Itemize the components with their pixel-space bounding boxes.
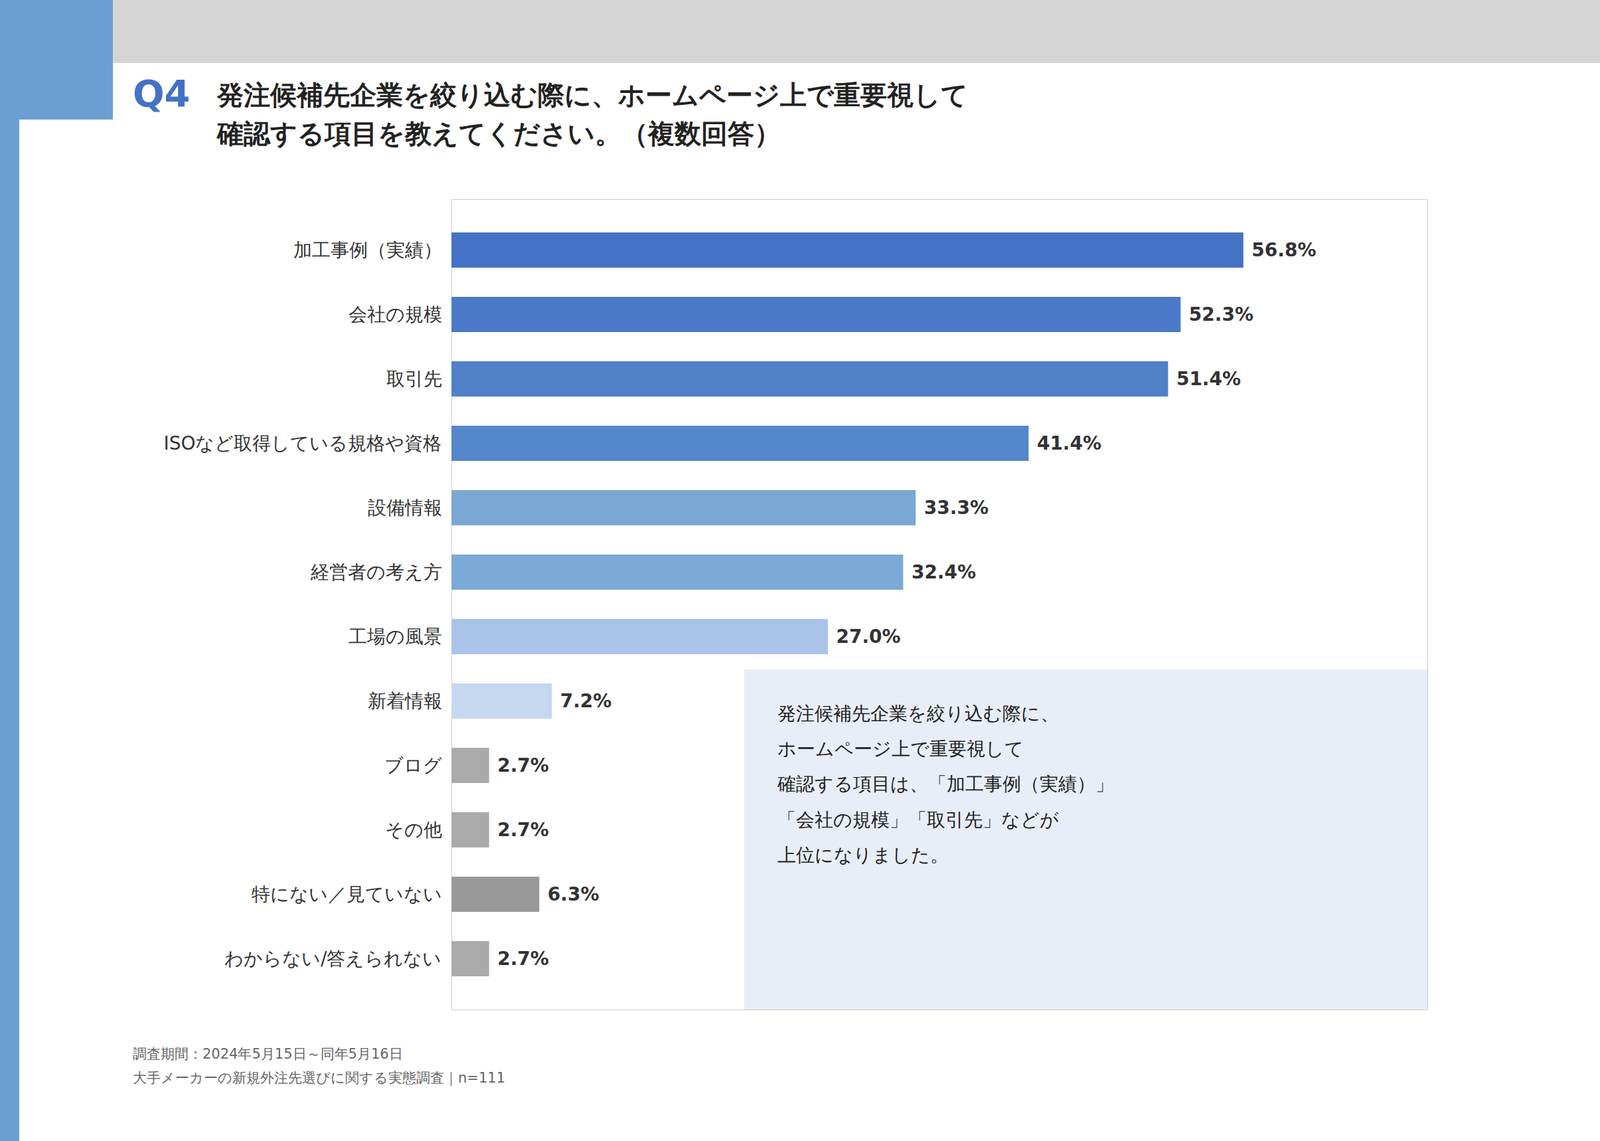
svg-text:設備情報: 設備情報 bbox=[367, 496, 443, 519]
svg-text:2.7%: 2.7% bbox=[497, 947, 550, 970]
svg-text:会社の規模: 会社の規模 bbox=[348, 303, 443, 326]
svg-text:特にない／見ていない: 特にない／見ていない bbox=[251, 882, 443, 905]
svg-text:わからない/答えられない: わからない/答えられない bbox=[224, 947, 442, 970]
html-text:Q4: Q4 bbox=[132, 71, 191, 115]
svg-text:加工事例（実績）: 加工事例（実績） bbox=[293, 239, 443, 261]
svg-text:6.3%: 6.3% bbox=[547, 882, 600, 905]
svg-text:ISOなど取得している規格や資格: ISOなど取得している規格や資格 bbox=[163, 432, 442, 455]
svg-text:52.3%: 52.3% bbox=[1189, 303, 1254, 326]
svg-text:32.4%: 32.4% bbox=[911, 560, 976, 583]
html-text:発注候補先企業を絞り込む際に、ホームページ上で重要視して 確: 発注候補先企業を絞り込む際に、ホームページ上で重要視して 確認する項目を教えてく… bbox=[216, 79, 968, 149]
svg-text:新着情報: 新着情報 bbox=[367, 689, 443, 712]
svg-text:41.4%: 41.4% bbox=[1037, 432, 1102, 455]
svg-text:27.0%: 27.0% bbox=[836, 625, 901, 648]
html-text:発注候補先企業を絞り込む際に、 ホームページ上で重要視して: 発注候補先企業を絞り込む際に、 ホームページ上で重要視して 確認する項目は、「加… bbox=[777, 702, 1115, 866]
svg-text:経営者の考え方: 経営者の考え方 bbox=[310, 560, 443, 583]
svg-text:7.2%: 7.2% bbox=[560, 689, 613, 712]
html-text:調査期間：2024年5月15日～同年5月16日 大手メーカー: 調査期間：2024年5月15日～同年5月16日 大手メーカーの新規外注先選びに関… bbox=[132, 1045, 506, 1086]
svg-text:ブログ: ブログ bbox=[384, 754, 443, 777]
svg-text:56.8%: 56.8% bbox=[1251, 239, 1316, 261]
svg-text:51.4%: 51.4% bbox=[1176, 367, 1241, 390]
svg-text:工場の風景: 工場の風景 bbox=[348, 625, 443, 648]
svg-text:取引先: 取引先 bbox=[386, 367, 443, 390]
svg-text:33.3%: 33.3% bbox=[924, 496, 989, 519]
svg-text:2.7%: 2.7% bbox=[497, 754, 550, 777]
svg-text:2.7%: 2.7% bbox=[497, 818, 550, 841]
svg-text:その他: その他 bbox=[385, 818, 443, 841]
